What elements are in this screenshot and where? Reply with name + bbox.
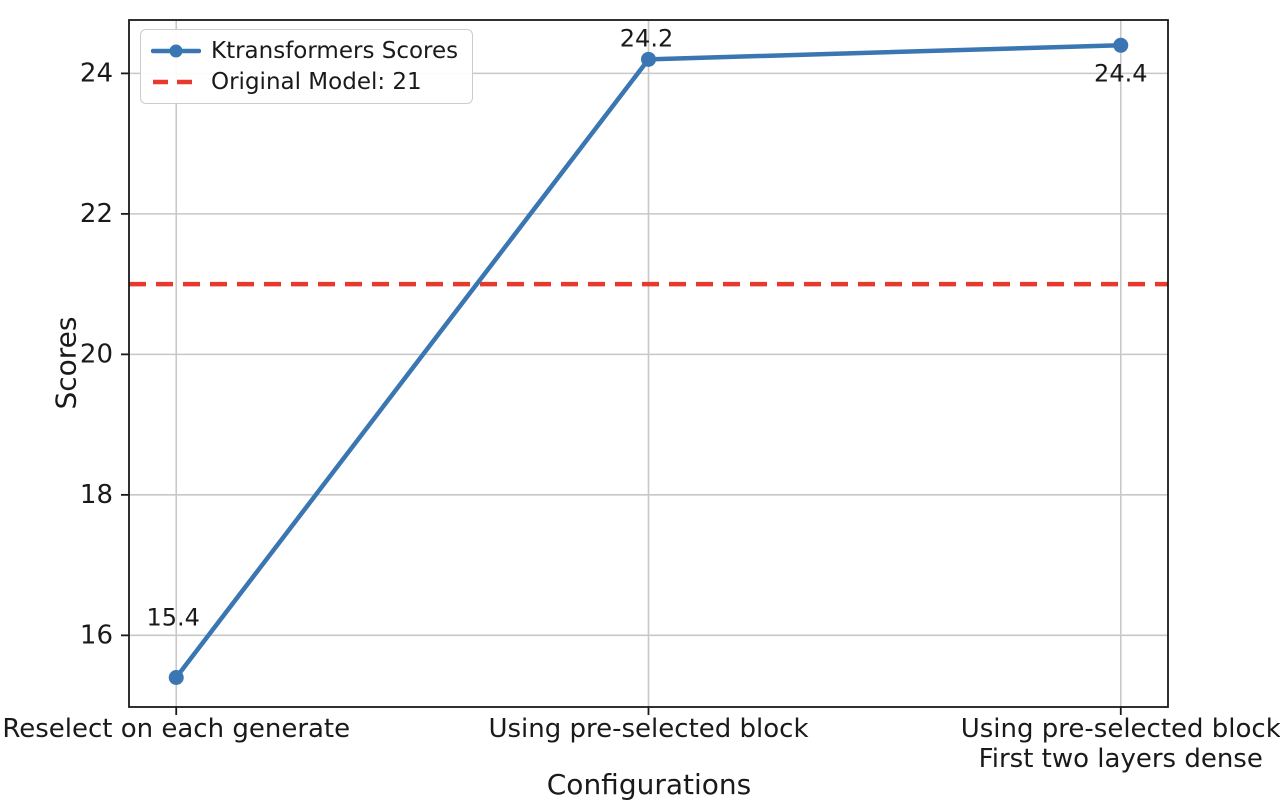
legend-item-reference: Original Model: 21 xyxy=(151,69,458,95)
legend: Ktransformers Scores Original Model: 21 xyxy=(140,29,474,104)
point-value-label: 24.4 xyxy=(1094,59,1147,87)
y-tick-label: 24 xyxy=(80,58,113,88)
legend-label-series: Ktransformers Scores xyxy=(211,38,459,64)
legend-item-series: Ktransformers Scores xyxy=(151,38,458,64)
y-tick-label: 20 xyxy=(80,339,113,369)
point-value-label: 24.2 xyxy=(620,24,673,52)
y-tick-label: 22 xyxy=(80,199,113,229)
data-point-marker xyxy=(168,669,184,685)
y-tick-label: 16 xyxy=(80,620,113,650)
y-axis-title: Scores xyxy=(49,316,83,410)
point-value-label: 15.4 xyxy=(147,603,200,631)
legend-dashed-line-sample xyxy=(153,79,199,85)
y-tick-label: 18 xyxy=(80,480,113,510)
legend-label-reference: Original Model: 21 xyxy=(211,69,422,95)
x-tick-label: Using pre-selected block First two layers… xyxy=(961,714,1280,774)
legend-series-marker xyxy=(169,44,183,58)
legend-line-marker-sample xyxy=(151,44,201,58)
x-tick-label: Reselect on each generate xyxy=(2,714,350,744)
data-point-marker xyxy=(1113,37,1129,53)
x-axis-title: Configurations xyxy=(546,768,752,801)
x-tick-label: Using pre-selected block xyxy=(488,714,808,744)
data-point-marker xyxy=(641,51,656,67)
